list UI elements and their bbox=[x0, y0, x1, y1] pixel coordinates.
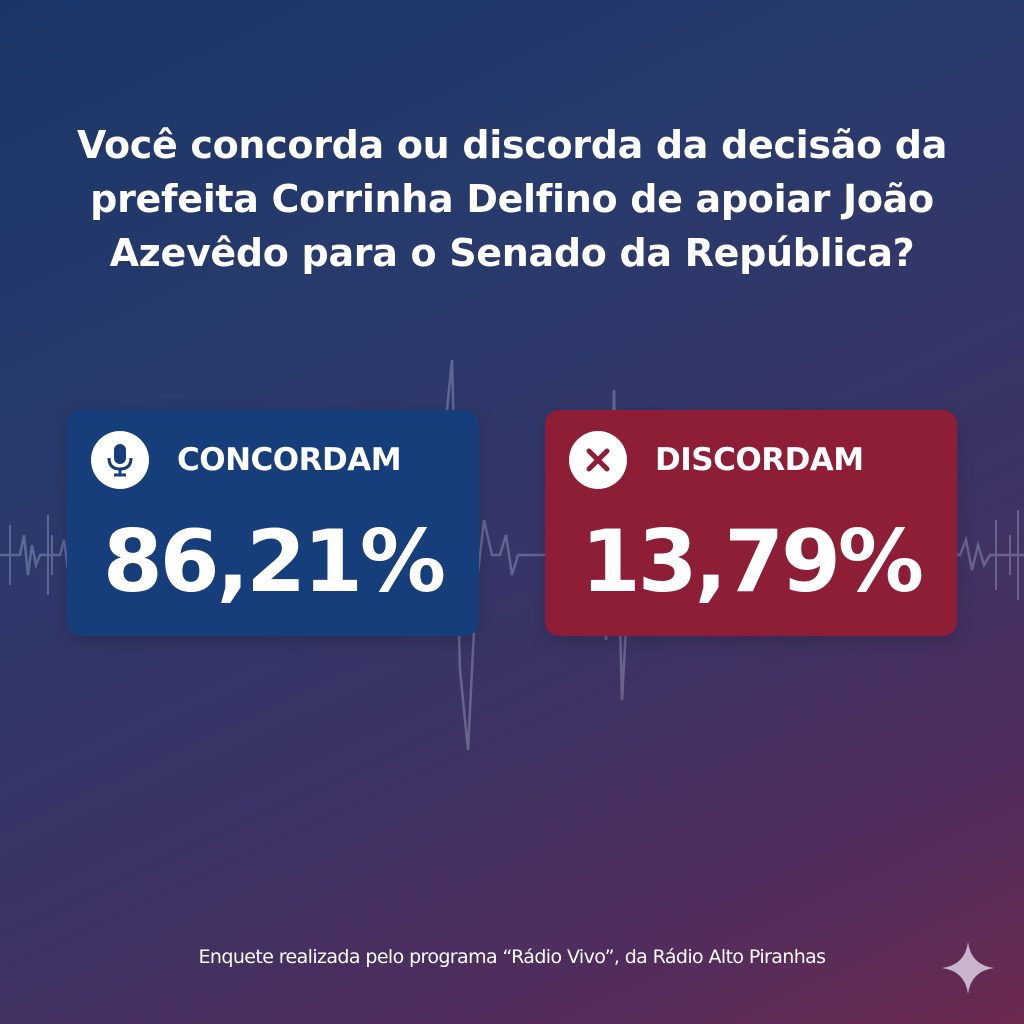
agree-label: CONCORDAM bbox=[177, 442, 402, 478]
poll-source-caption: Enquete realizada pelo programa “Rádio V… bbox=[198, 946, 827, 968]
microphone-icon bbox=[91, 431, 149, 489]
agree-percentage: 86,21% bbox=[102, 512, 446, 612]
disagree-label: DISCORDAM bbox=[655, 442, 864, 478]
poll-question: Você concorda ou discorda da decisão da … bbox=[76, 123, 948, 275]
sparkle-icon bbox=[942, 942, 994, 994]
agree-result-card: CONCORDAM 86,21% bbox=[67, 410, 479, 636]
disagree-result-card: DISCORDAM 13,79% bbox=[545, 410, 957, 636]
disagree-percentage: 13,79% bbox=[580, 512, 924, 612]
close-icon bbox=[569, 431, 627, 489]
